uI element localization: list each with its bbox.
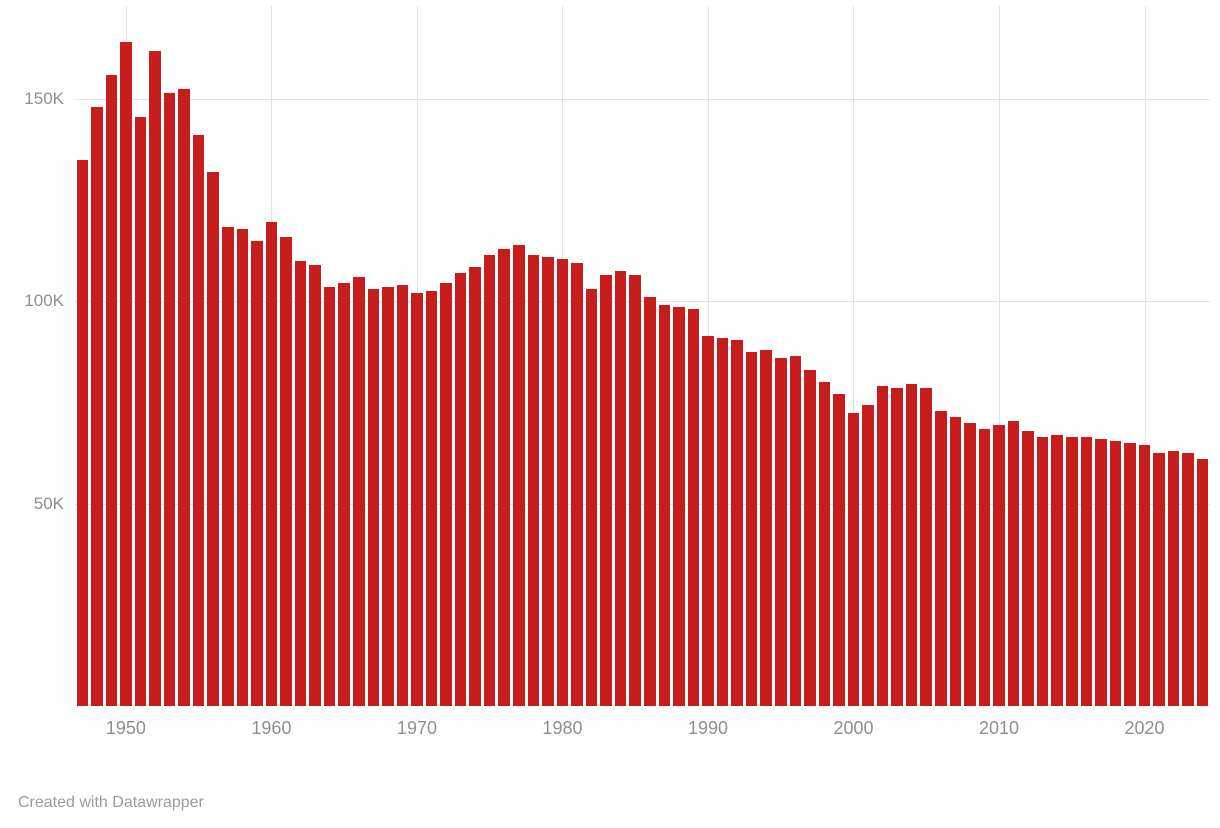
- bar-1984[interactable]: [614, 271, 627, 706]
- bar-2004[interactable]: [905, 384, 918, 706]
- x-tick-label-2010: 2010: [978, 718, 1020, 738]
- bar-1981[interactable]: [571, 262, 583, 706]
- bar-1983[interactable]: [600, 275, 612, 706]
- h-gridline-50K: [75, 503, 1210, 505]
- bar-2006[interactable]: [935, 410, 947, 706]
- bar-1979[interactable]: [542, 256, 554, 706]
- bar-1970[interactable]: [411, 293, 423, 706]
- bar-1962[interactable]: [294, 260, 307, 706]
- bar-1975[interactable]: [483, 254, 496, 706]
- x-tick-label-1960: 1960: [251, 718, 292, 738]
- bar-1974[interactable]: [469, 266, 481, 706]
- bar-1963[interactable]: [309, 264, 321, 706]
- bar-2014[interactable]: [1051, 434, 1063, 706]
- plot-area: [75, 6, 1210, 706]
- bar-1988[interactable]: [673, 307, 685, 706]
- bar-2024[interactable]: [1196, 459, 1209, 706]
- bar-1971[interactable]: [425, 291, 438, 706]
- v-gridline-2010: [999, 6, 1000, 706]
- bar-1955[interactable]: [192, 135, 205, 706]
- bar-1972[interactable]: [440, 283, 452, 706]
- x-tick-label-1950: 1950: [105, 718, 146, 738]
- bar-1959[interactable]: [251, 240, 263, 706]
- v-gridline-2020: [1144, 6, 1146, 706]
- bar-1966[interactable]: [352, 277, 365, 706]
- bar-2002[interactable]: [876, 386, 889, 706]
- datawrapper-attribution: Created with Datawrapper: [18, 794, 204, 811]
- bar-2019[interactable]: [1124, 443, 1136, 706]
- y-tick-label-100K: 100K: [24, 291, 64, 311]
- bar-2001[interactable]: [862, 404, 874, 706]
- bar-2003[interactable]: [891, 388, 903, 706]
- bar-1956[interactable]: [207, 171, 219, 706]
- bar-1954[interactable]: [178, 88, 190, 706]
- bar-2016[interactable]: [1080, 436, 1093, 706]
- bar-2009[interactable]: [978, 428, 991, 706]
- bar-1976[interactable]: [498, 248, 511, 706]
- h-gridline-100K: [75, 301, 1210, 303]
- bar-1991[interactable]: [716, 337, 729, 706]
- bar-1994[interactable]: [760, 349, 772, 706]
- bar-1961[interactable]: [280, 236, 292, 706]
- bar-1947[interactable]: [76, 159, 89, 706]
- bar-2011[interactable]: [1007, 420, 1020, 706]
- bar-1982[interactable]: [585, 289, 598, 706]
- bar-1960[interactable]: [265, 222, 278, 706]
- bar-1999[interactable]: [833, 394, 845, 706]
- bar-1957[interactable]: [222, 226, 234, 706]
- bar-1950[interactable]: [120, 42, 132, 706]
- bar-1985[interactable]: [629, 275, 641, 706]
- v-gridline-2000: [853, 6, 855, 706]
- bar-1949[interactable]: [105, 74, 118, 706]
- bar-1965[interactable]: [338, 283, 350, 706]
- x-tick-label-1980: 1980: [542, 718, 583, 738]
- bar-2020[interactable]: [1138, 445, 1151, 706]
- bar-2012[interactable]: [1022, 430, 1034, 706]
- bar-1977[interactable]: [513, 244, 525, 706]
- bar-1990[interactable]: [702, 335, 714, 706]
- x-tick-label-1990: 1990: [687, 718, 728, 738]
- bar-1968[interactable]: [382, 287, 394, 706]
- y-tick-label-150K: 150K: [24, 89, 64, 109]
- bar-1948[interactable]: [91, 107, 103, 706]
- bar-1953[interactable]: [163, 93, 176, 706]
- bar-1993[interactable]: [745, 351, 758, 706]
- bar-1952[interactable]: [149, 50, 161, 706]
- bar-1958[interactable]: [236, 228, 249, 706]
- bar-1996[interactable]: [789, 356, 802, 706]
- bar-1989[interactable]: [687, 309, 700, 706]
- bar-2018[interactable]: [1109, 440, 1122, 706]
- x-tick-label-1970: 1970: [396, 718, 437, 738]
- bar-1995[interactable]: [774, 358, 787, 706]
- y-tick-label-50K: 50K: [33, 493, 64, 513]
- bar-chart: 50K 100K 150K 1950 1960 1970 1980 1990 2000 2010…: [24, 6, 1210, 738]
- bar-1998[interactable]: [818, 382, 831, 706]
- bar-1967[interactable]: [367, 289, 380, 706]
- bar-1986[interactable]: [644, 297, 656, 706]
- bar-1973[interactable]: [454, 273, 467, 706]
- bar-2013[interactable]: [1036, 436, 1049, 706]
- bar-2022[interactable]: [1167, 451, 1180, 706]
- bar-1997[interactable]: [804, 370, 816, 706]
- bar-2015[interactable]: [1065, 436, 1078, 706]
- x-tick-label-2020: 2020: [1124, 718, 1165, 738]
- bar-1969[interactable]: [396, 285, 409, 706]
- bar-2023[interactable]: [1182, 453, 1194, 706]
- bar-1951[interactable]: [134, 117, 147, 706]
- bar-1992[interactable]: [731, 339, 743, 706]
- bar-2008[interactable]: [964, 422, 976, 706]
- bar-1978[interactable]: [527, 254, 540, 706]
- h-gridline-150K: [75, 99, 1210, 101]
- bar-1980[interactable]: [556, 258, 569, 706]
- bar-1987[interactable]: [658, 305, 671, 706]
- x-tick-label-2000: 2000: [833, 718, 874, 738]
- bar-2005[interactable]: [920, 388, 933, 706]
- bar-2017[interactable]: [1095, 438, 1107, 706]
- bar-2021[interactable]: [1153, 453, 1165, 706]
- bar-2007[interactable]: [949, 416, 962, 706]
- bar-2000[interactable]: [847, 412, 860, 706]
- bar-2010[interactable]: [993, 424, 1005, 706]
- bar-1964[interactable]: [323, 287, 336, 706]
